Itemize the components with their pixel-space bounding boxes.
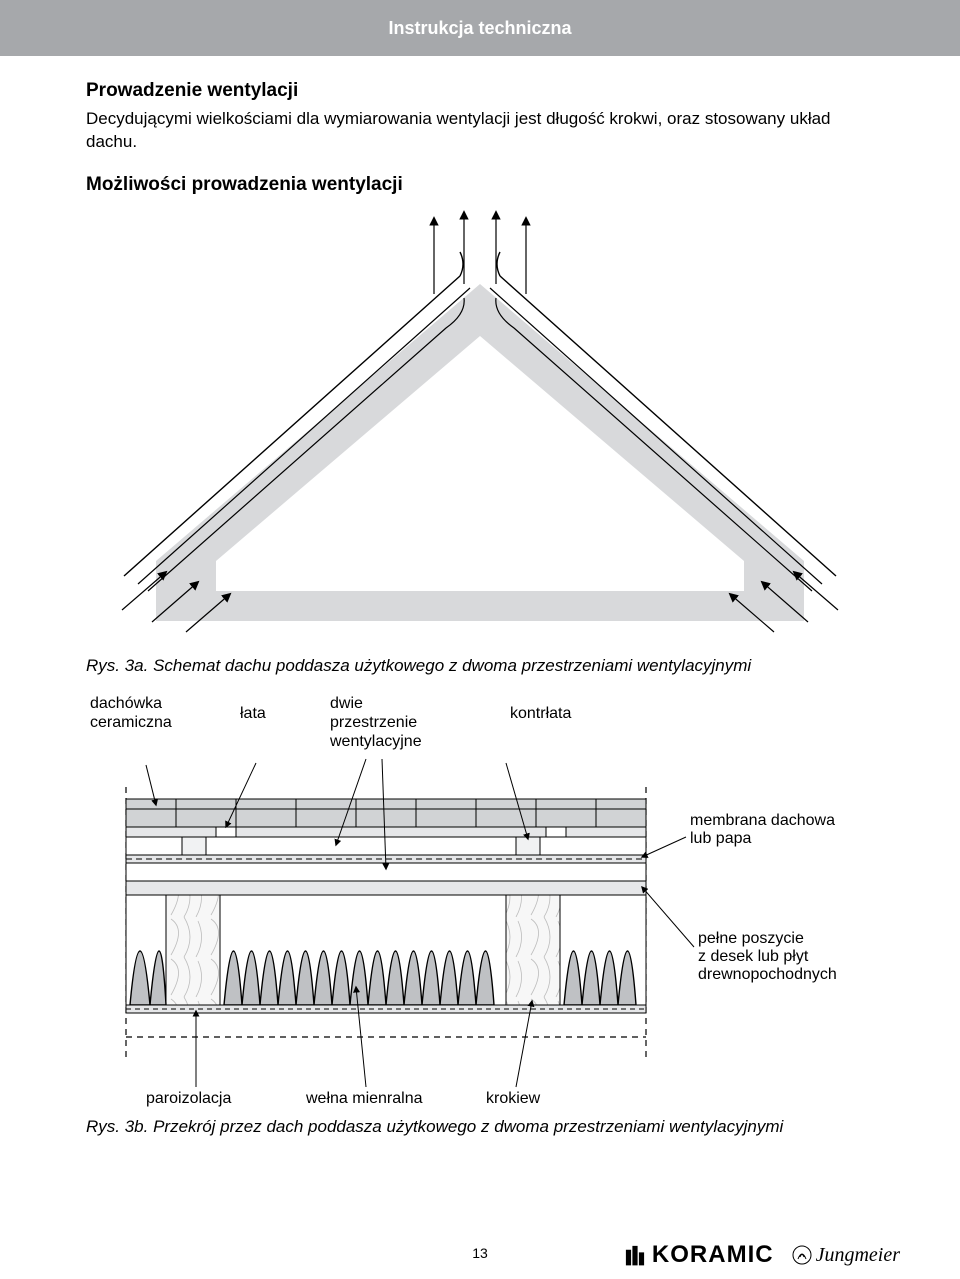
koramic-logo-icon [622, 1242, 648, 1268]
jungmeier-logo: Jungmeier [792, 1244, 900, 1267]
fig3b-top-labels: dachówkaceramiczna łata dwieprzestrzenie… [90, 694, 874, 752]
label-poszycie-l1: pełne poszycie [698, 930, 804, 947]
koramic-logo: KORAMIC [622, 1241, 774, 1269]
koramic-logo-text: KORAMIC [652, 1241, 774, 1269]
header-bar: Instrukcja techniczna [0, 0, 960, 56]
jungmeier-logo-text: Jungmeier [816, 1244, 900, 1267]
figure-3b-caption: Rys. 3b. Przekrój przez dach poddasza uż… [86, 1117, 874, 1137]
label-poszycie-l3: drewnopochodnych [698, 966, 837, 983]
section-title: Prowadzenie wentylacji [86, 80, 874, 102]
page: Instrukcja techniczna Prowadzenie wentyl… [0, 0, 960, 1279]
label-membrana-l2: lub papa [690, 830, 751, 847]
label-dachowka: dachówkaceramiczna [90, 694, 210, 732]
figure-3b: membrana dachowa lub papa pełne poszycie… [86, 757, 874, 1107]
label-poszycie-l2: z desek lub płyt [698, 948, 809, 965]
caption-3a-text: Schemat dachu poddasza użytkowego z dwom… [148, 656, 751, 675]
label-lata: łata [240, 694, 300, 723]
logo-row: KORAMIC Jungmeier [622, 1241, 900, 1269]
label-kontrlata: kontrłata [510, 694, 630, 723]
label-dwie: dwieprzestrzeniewentylacyjne [330, 694, 480, 752]
header-title: Instrukcja techniczna [388, 18, 571, 39]
tile-layer [126, 799, 646, 827]
jungmeier-logo-icon [792, 1245, 812, 1265]
caption-3a-prefix: Rys. 3a. [86, 656, 148, 675]
caption-3b-prefix: Rys. 3b. [86, 1117, 148, 1136]
subsection-title: Możliwości prowadzenia wentylacji [86, 174, 874, 196]
figure-3a [86, 206, 874, 646]
body-text: Decydującymi wielkościami dla wymiarowan… [86, 108, 874, 154]
label-welna: wełna mienralna [305, 1090, 423, 1107]
page-number: 13 [472, 1245, 488, 1261]
label-paroizolacja: paroizolacja [146, 1090, 231, 1107]
caption-3b-text: Przekrój przez dach poddasza użytkowego … [148, 1117, 783, 1136]
label-membrana-l1: membrana dachowa [690, 812, 835, 829]
figure-3a-caption: Rys. 3a. Schemat dachu poddasza użytkowe… [86, 656, 874, 676]
label-krokiew: krokiew [486, 1090, 541, 1107]
content: Prowadzenie wentylacji Decydującymi wiel… [0, 56, 960, 1137]
